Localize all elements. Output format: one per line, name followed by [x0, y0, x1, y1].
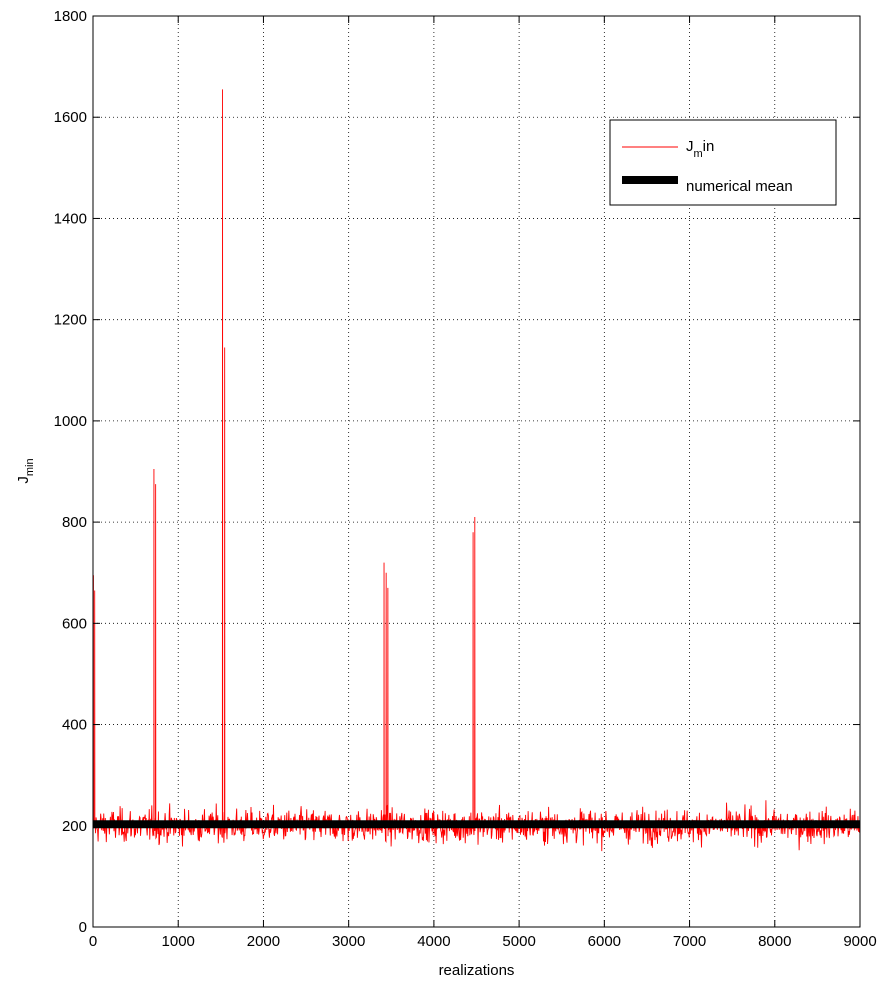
y-axis-label: Jmin	[15, 458, 36, 483]
x-tick-label: 6000	[588, 933, 621, 950]
ticks: 0 1000 2000 3000 4000 5000 6000 7000 8000 9000 0 20…	[54, 8, 877, 950]
plot-frame	[92, 15, 861, 928]
y-tick-label: 1200	[54, 312, 87, 329]
x-tick-label: 4000	[417, 933, 450, 950]
y-axis-label-main: J	[15, 476, 32, 484]
legend: Jmin numerical mean	[609, 119, 837, 206]
y-tick-label: 1600	[54, 109, 87, 126]
x-tick-label: 7000	[673, 933, 706, 950]
legend-label-jmin: Jmin	[686, 138, 714, 160]
y-tick-label: 1400	[54, 210, 87, 227]
x-tick-label: 9000	[843, 933, 876, 950]
y-tick-label: 1000	[54, 413, 87, 430]
y-tick-label: 800	[62, 514, 87, 531]
y-tick-label: 200	[62, 818, 87, 835]
y-tick-label: 1800	[54, 8, 87, 25]
x-axis-label: realizations	[439, 962, 515, 979]
x-tick-label: 5000	[502, 933, 535, 950]
y-tick-label: 0	[79, 919, 87, 936]
legend-label-mean: numerical mean	[686, 178, 793, 195]
x-tick-label: 3000	[332, 933, 365, 950]
x-tick-label: 0	[89, 933, 97, 950]
x-tick-label: 8000	[758, 933, 791, 950]
x-tick-label: 1000	[162, 933, 195, 950]
legend-box	[609, 119, 837, 206]
x-tick-label: 2000	[247, 933, 280, 950]
y-tick-label: 600	[62, 615, 87, 632]
y-tick-label: 400	[62, 717, 87, 734]
y-axis-label-sub: min	[24, 458, 36, 476]
